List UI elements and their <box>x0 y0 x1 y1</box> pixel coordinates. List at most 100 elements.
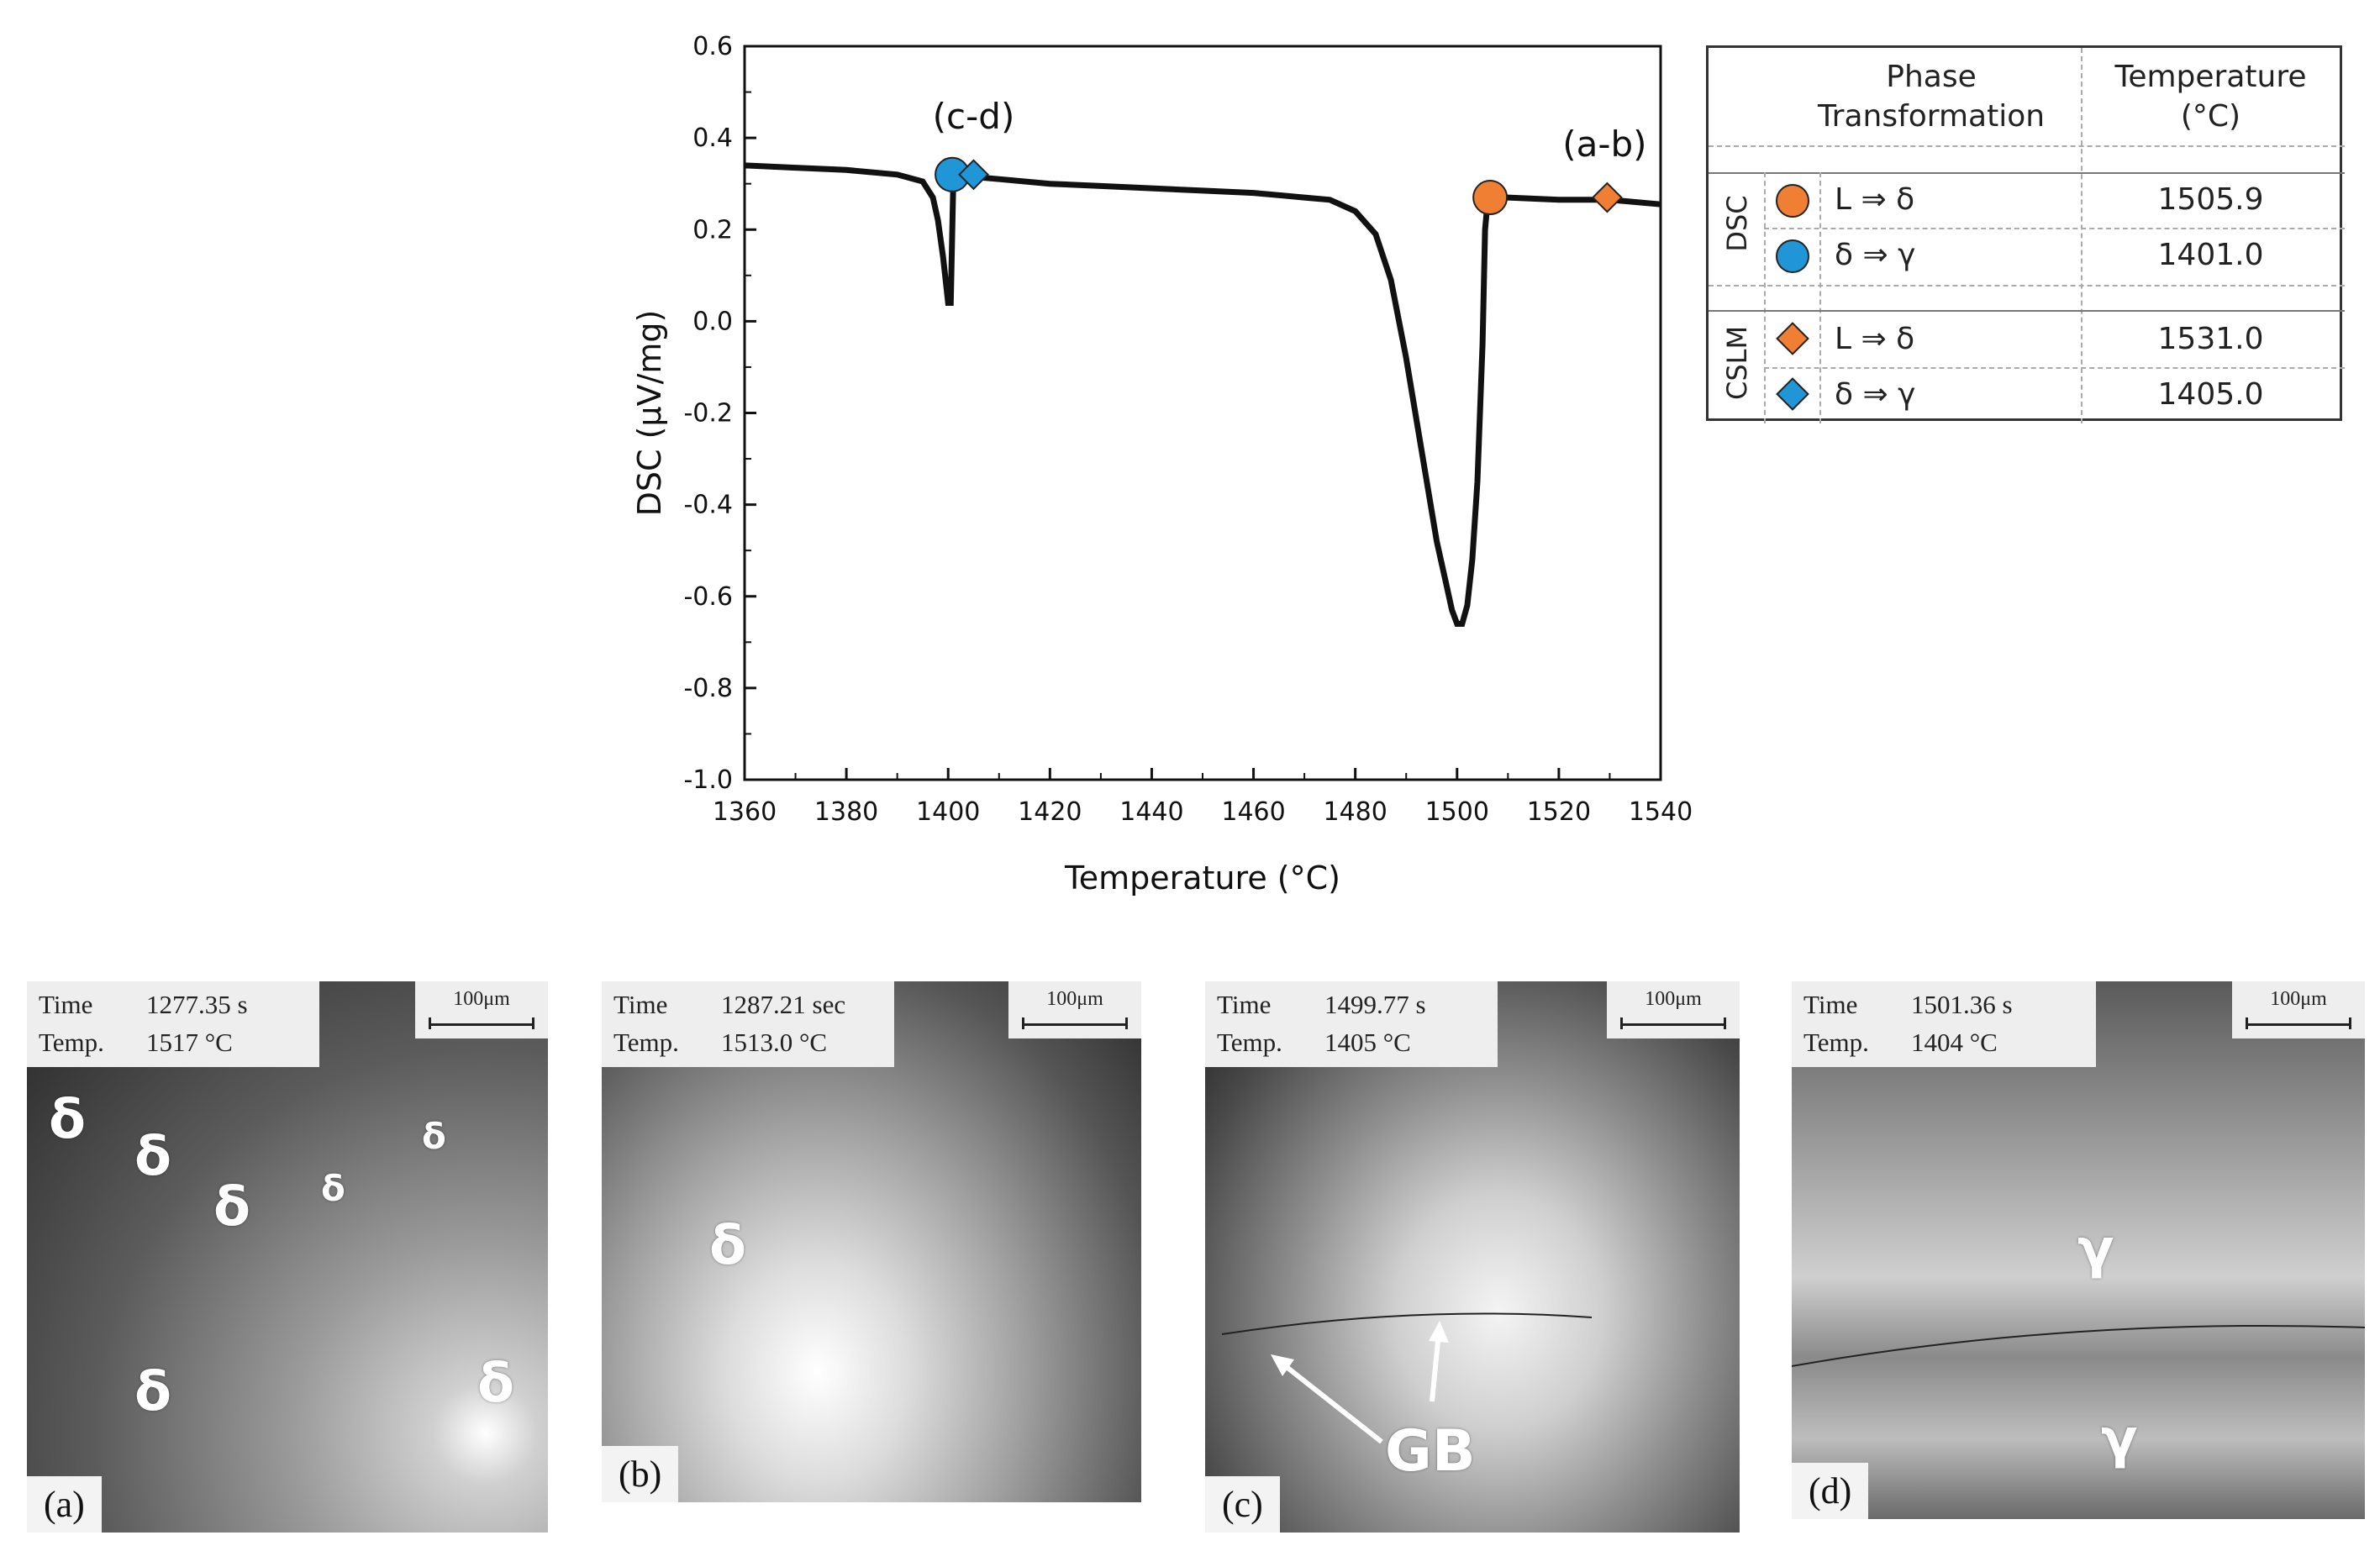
x-tick-label: 1480 <box>1323 797 1387 827</box>
arrow-line <box>1430 1332 1441 1402</box>
temp-key: Temp. <box>1217 1027 1282 1057</box>
temp-value: 1517 °C <box>146 1027 233 1057</box>
y-axis-title: DSC (μV/mg) <box>631 310 668 517</box>
y-tick-label: -0.8 <box>683 674 733 703</box>
y-tick-label: -0.6 <box>683 582 733 612</box>
micrograph-panel-b: Time 1287.21 sec Temp. 1513.0 °C 100μm δ (… <box>602 981 1141 1502</box>
arrow-head-icon <box>1271 1354 1294 1376</box>
group-label-cslm: CSLM <box>1721 325 1753 400</box>
grain-boundary-overlay <box>1221 1312 1593 1444</box>
chart-annotation: (c-d) <box>933 96 1015 137</box>
marker-diamond-icon <box>958 159 989 191</box>
chart-axes <box>743 45 1662 781</box>
phase-transformation-table: Phase Transformation Temperature (°C) DS… <box>1706 45 2345 423</box>
plot-frame <box>743 45 1662 781</box>
header-phase: Phase Transformation <box>1784 58 2078 137</box>
time-value: 1277.35 s <box>146 990 248 1019</box>
time-key: Time <box>1803 990 1858 1019</box>
arrow-line <box>1277 1359 1383 1444</box>
phase-label-delta: δ <box>49 1089 86 1151</box>
info-box: Time 1501.36 s Temp. 1404 °C <box>1792 981 2096 1067</box>
grain-boundary-overlay <box>1792 1324 2365 1367</box>
header-temp-line1: Temperature <box>2114 60 2307 94</box>
table-divider <box>1709 172 2345 174</box>
header-temperature: Temperature (°C) <box>2082 58 2339 137</box>
scale-label: 100μm <box>1645 988 1702 1010</box>
info-box: Time 1287.21 sec Temp. 1513.0 °C <box>602 981 894 1067</box>
time-key: Time <box>613 990 668 1019</box>
time-key: Time <box>1217 990 1272 1019</box>
header-temp-line2: (°C) <box>2180 98 2241 134</box>
temp-key: Temp. <box>613 1027 679 1057</box>
scale-bar-box: 100μm <box>1008 981 1141 1038</box>
scale-bar <box>1620 1017 1726 1029</box>
x-tick-label: 1540 <box>1629 797 1693 827</box>
micrograph-panel-a: Time 1277.35 s Temp. 1517 °C 100μm δ δ δ δ… <box>27 981 548 1533</box>
scale-label: 100μm <box>2270 988 2327 1010</box>
phase-label-gamma: γ <box>2077 1218 2114 1280</box>
row-temp: 1405.0 <box>2157 377 2264 412</box>
scale-bar-box: 100μm <box>415 981 548 1038</box>
gb-label: GB <box>1385 1418 1476 1485</box>
scale-bar <box>2246 1017 2351 1029</box>
row-temp: 1505.9 <box>2157 182 2264 217</box>
dsc-chart: 1360 1380 1400 1420 1440 1460 1480 1500 1520 1540… <box>631 32 1693 896</box>
orange-circle-icon <box>1776 184 1809 218</box>
micrograph-panel-d: Time 1501.36 s Temp. 1404 °C 100μm γ γ (d) <box>1792 981 2365 1519</box>
table-divider <box>2081 48 2082 423</box>
phase-label-delta: δ <box>134 1126 171 1188</box>
phase-label-gamma: γ <box>2101 1408 2138 1470</box>
table-divider <box>1764 228 2345 229</box>
table-divider <box>1709 145 2345 147</box>
marker-circle-icon <box>1472 180 1509 216</box>
y-tick-label: 0.6 <box>692 32 733 61</box>
panel-label: (b) <box>602 1446 679 1502</box>
x-tick-label: 1460 <box>1221 797 1285 827</box>
x-tick-label: 1500 <box>1425 797 1489 827</box>
marker-diamond-icon <box>1592 181 1623 213</box>
scale-bar-box: 100μm <box>1607 981 1740 1038</box>
grain-boundary-line <box>1792 1324 2365 1367</box>
y-tick-label: 0.4 <box>692 124 733 153</box>
scale-bar <box>1022 1017 1128 1029</box>
row-temp: 1531.0 <box>2157 322 2264 356</box>
table-divider <box>1709 310 2345 312</box>
x-tick-label: 1420 <box>1018 797 1082 827</box>
table-divider <box>1764 367 2345 369</box>
info-box: Time 1499.77 s Temp. 1405 °C <box>1205 981 1498 1067</box>
row-phase: L ⇒ δ <box>1835 322 1915 356</box>
info-box: Time 1277.35 s Temp. 1517 °C <box>27 981 319 1067</box>
x-tick-label: 1400 <box>916 797 980 827</box>
x-tick-label: 1520 <box>1527 797 1591 827</box>
temp-value: 1513.0 °C <box>721 1027 828 1057</box>
row-phase: δ ⇒ γ <box>1835 377 1916 412</box>
phase-label-delta: δ <box>477 1353 514 1415</box>
row-phase: L ⇒ δ <box>1835 182 1915 217</box>
phase-label-delta: δ <box>134 1361 171 1423</box>
time-value: 1287.21 sec <box>721 990 846 1019</box>
row-phase: δ ⇒ γ <box>1835 238 1916 272</box>
scale-label: 100μm <box>1046 988 1103 1010</box>
phase-label-delta: δ <box>422 1116 446 1157</box>
y-tick-label: 0.0 <box>692 307 733 336</box>
temp-value: 1405 °C <box>1324 1027 1411 1057</box>
grain-boundary-line <box>1221 1312 1593 1335</box>
time-key: Time <box>39 990 93 1019</box>
time-value: 1501.36 s <box>1911 990 2013 1019</box>
temp-key: Temp. <box>1803 1027 1869 1057</box>
scale-label: 100μm <box>453 988 510 1010</box>
phase-label-delta: δ <box>213 1176 250 1238</box>
phase-label-delta: δ <box>321 1168 345 1209</box>
table-divider <box>1764 172 1766 423</box>
table-divider <box>1709 285 2345 287</box>
blue-circle-icon <box>1776 239 1809 273</box>
y-tick-label: -0.2 <box>683 399 733 428</box>
time-value: 1499.77 s <box>1324 990 1426 1019</box>
x-tick-label: 1360 <box>713 797 777 827</box>
x-tick-label: 1380 <box>814 797 878 827</box>
orange-diamond-icon <box>1776 322 1809 355</box>
panel-label: (d) <box>1792 1463 1869 1519</box>
dsc-curve <box>744 162 1661 627</box>
micrograph-panel-c: Time 1499.77 s Temp. 1405 °C 100μm GB (c) <box>1205 981 1740 1533</box>
x-tick-label: 1440 <box>1119 797 1183 827</box>
